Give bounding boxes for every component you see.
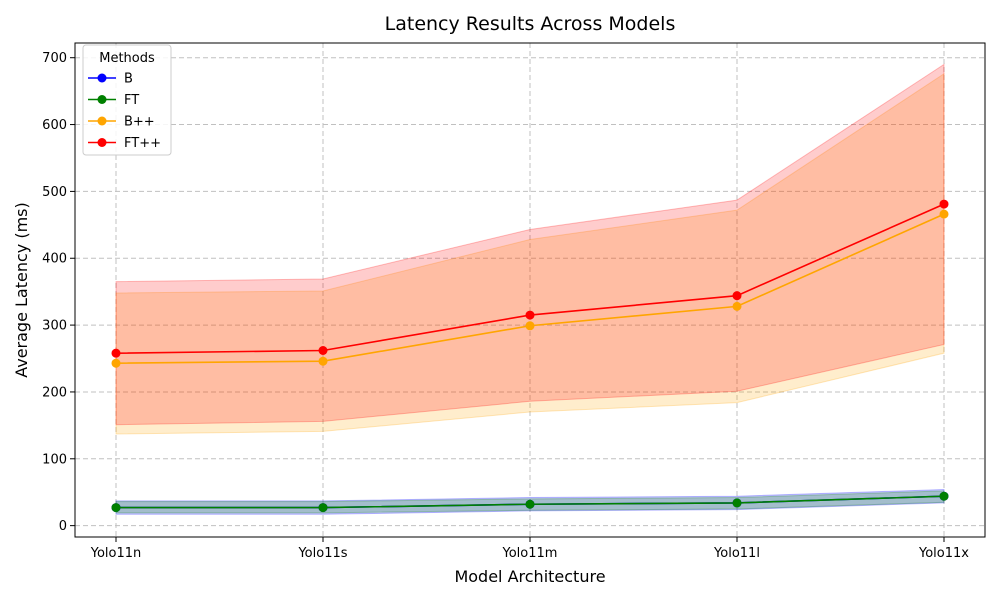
y-tick-label: 400 <box>42 252 67 267</box>
data-point-ft <box>732 498 742 508</box>
data-point-ftplusplus <box>318 345 328 355</box>
data-point-bplusplus <box>732 301 742 311</box>
y-tick-label: 200 <box>42 385 67 400</box>
y-tick-label: 700 <box>42 51 67 66</box>
data-point-bplusplus <box>525 321 535 331</box>
y-tick-label: 600 <box>42 118 67 133</box>
legend-marker-ft <box>97 95 107 104</box>
legend-marker-b <box>97 73 107 83</box>
legend-label-ftplusplus: FT++ <box>124 136 161 151</box>
x-tick-label: Yolo11s <box>297 546 347 561</box>
band-ftplusplus <box>115 63 945 426</box>
x-axis-title: Model Architecture <box>454 567 605 586</box>
data-point-ftplusplus <box>525 310 535 320</box>
data-point-ft <box>525 499 535 509</box>
data-point-ftplusplus <box>939 199 949 209</box>
legend-label-ft: FT <box>124 93 139 108</box>
series-points <box>111 199 949 513</box>
legend-label-b: B <box>124 72 133 87</box>
x-tick-label: Yolo11n <box>90 546 142 561</box>
legend-label-bplusplus: B++ <box>124 115 155 130</box>
axes: 0 100 200 300 400 500 600 700 Yolo11n Yolo11s Yolo… <box>42 42 986 561</box>
y-axis-title: Average Latency (ms) <box>12 202 31 378</box>
y-tick-label: 300 <box>42 319 67 334</box>
x-tick-label: Yolo11l <box>713 546 760 561</box>
x-tick-label: Yolo11m <box>502 546 558 561</box>
chart-title: Latency Results Across Models <box>385 13 676 35</box>
data-point-ft <box>111 503 121 513</box>
y-tick-label: 100 <box>42 452 67 467</box>
y-tick-label: 500 <box>42 185 67 200</box>
band-bplusplus <box>115 72 945 435</box>
legend: Methods B FT B++ FT++ <box>82 44 172 156</box>
x-tick-label: Yolo11x <box>918 546 969 561</box>
data-point-bplusplus <box>939 209 949 219</box>
data-point-bplusplus <box>318 356 328 366</box>
data-point-ft <box>939 491 949 501</box>
legend-marker-bplusplus <box>97 116 107 126</box>
y-tick-label: 0 <box>59 519 67 534</box>
legend-box <box>82 44 172 156</box>
data-point-bplusplus <box>111 358 121 368</box>
data-point-ft <box>318 503 328 513</box>
data-point-ftplusplus <box>111 348 121 358</box>
data-point-ftplusplus <box>732 291 742 301</box>
legend-marker-ftplusplus <box>97 138 107 147</box>
legend-title: Methods <box>99 51 155 66</box>
